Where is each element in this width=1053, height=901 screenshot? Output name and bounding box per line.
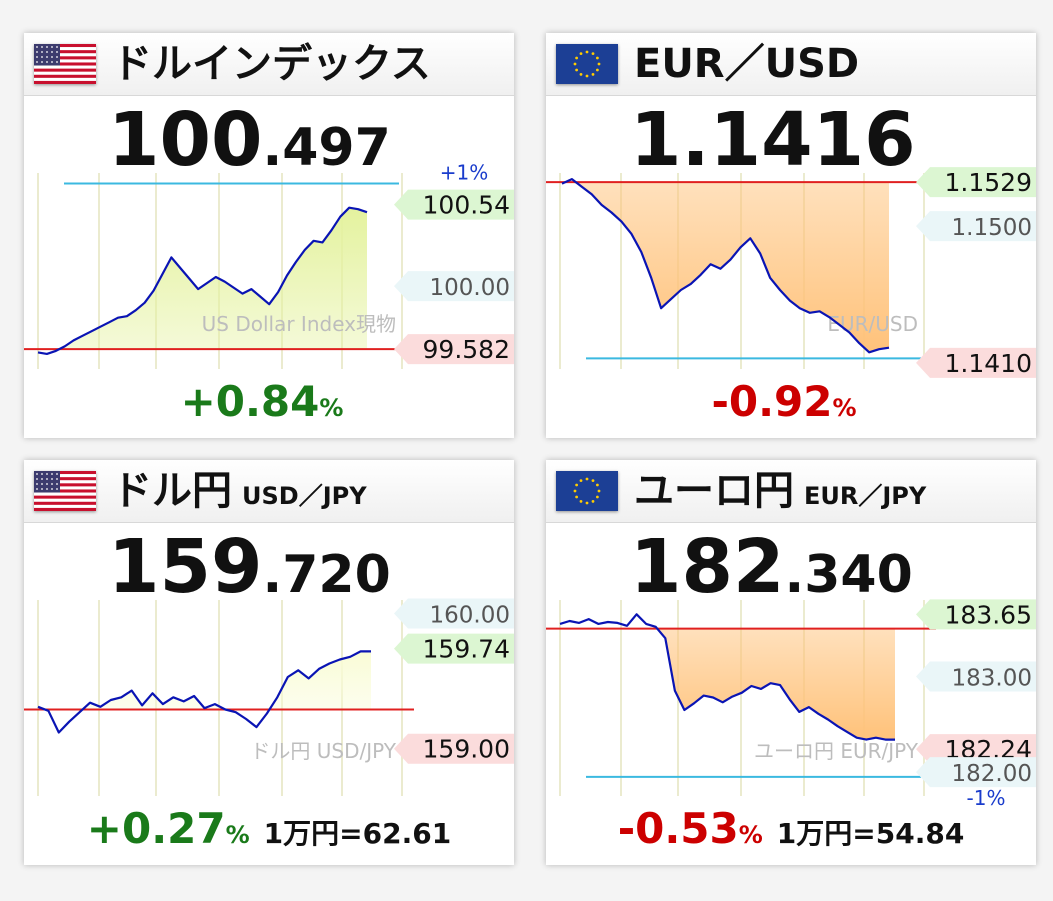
price: 159.720 xyxy=(108,524,391,610)
tick-grid-label: 182.00 xyxy=(916,757,1036,788)
change-unit: % xyxy=(832,394,857,422)
svg-text:100.54: 100.54 xyxy=(423,191,510,220)
panel-header: ドルインデックス xyxy=(24,33,514,96)
series-fill xyxy=(562,182,889,353)
us-flag-icon xyxy=(34,44,96,84)
svg-text:160.00: 160.00 xyxy=(430,603,510,629)
change-row: -0.92% xyxy=(546,377,1036,436)
svg-text:1.1410: 1.1410 xyxy=(945,349,1032,378)
panel-header: ユーロ円 EUR／JPY xyxy=(546,460,1036,523)
series-line xyxy=(561,178,890,354)
svg-text:183.65: 183.65 xyxy=(945,600,1032,629)
chart-area: US Dollar Index現物 +1% 100.54 100.00 99.582 xyxy=(24,161,514,369)
tick-high-label: 159.74 xyxy=(394,633,514,664)
svg-text:159.74: 159.74 xyxy=(423,635,510,664)
svg-text:1.1500: 1.1500 xyxy=(952,215,1032,241)
price: 182.340 xyxy=(630,524,913,610)
watermark-label: ユーロ円 EUR/JPY xyxy=(754,739,919,763)
svg-text:100.00: 100.00 xyxy=(430,275,510,301)
panel-title: ドル円 USD／JPY xyxy=(112,468,367,514)
change-unit: % xyxy=(319,394,344,422)
tick-grid-label: 1.1500 xyxy=(916,211,1036,242)
panel-title: ドルインデックス xyxy=(112,41,431,87)
svg-text:1.1529: 1.1529 xyxy=(945,168,1032,197)
series-line xyxy=(37,206,368,355)
tick-grid-label: 160.00 xyxy=(394,598,514,629)
watermark-label: EUR/USD xyxy=(827,312,918,336)
series-fill xyxy=(560,628,895,740)
watermark-label: ドル円 USD/JPY xyxy=(250,739,396,763)
eu-flag-icon xyxy=(556,471,618,511)
tick-high-label: 100.54 xyxy=(394,189,514,220)
panel-header: EUR／USD xyxy=(546,33,1036,96)
price: 1.1416 xyxy=(630,97,916,183)
panel-title: EUR／USD xyxy=(634,41,860,87)
panel-dollar-index[interactable]: ドルインデックス 100.497 US Dollar Index現物 +1% 100… xyxy=(24,33,514,438)
tick-high-label: 1.1529 xyxy=(916,167,1036,198)
chart-area: EUR/USD 1.1529 1.1500 1.1410 xyxy=(546,167,1036,378)
us-flag-icon xyxy=(34,471,96,511)
panel-title: ユーロ円 EUR／JPY xyxy=(634,468,927,514)
panel-eur-usd[interactable]: EUR／USD 1.1416 EUR/USD 1.1529 1.1500 1.1410… xyxy=(546,33,1036,438)
tick-low-label: 1.1410 xyxy=(916,347,1036,378)
price: 100.497 xyxy=(108,97,391,183)
panel-eur-jpy[interactable]: ユーロ円 EUR／JPY 182.340 ユーロ円 EUR/JPY -1% 183.6… xyxy=(546,460,1036,865)
tick-low-label: 159.00 xyxy=(394,733,514,764)
series-line xyxy=(37,650,371,734)
tick-grid-label: 100.00 xyxy=(394,271,514,302)
series-line xyxy=(559,613,895,741)
extra-text: 1万円=54.84 xyxy=(776,817,965,850)
tick-low-label: 99.582 xyxy=(394,334,514,365)
extra-text: 1万円=62.61 xyxy=(263,817,452,850)
change-unit: % xyxy=(225,821,250,849)
eu-flag-icon xyxy=(556,44,618,84)
change-value: -0.92 xyxy=(711,377,833,426)
change-value: +0.84 xyxy=(180,377,320,426)
panel-usd-jpy[interactable]: ドル円 USD／JPY 159.720 ドル円 USD/JPY 160.00 159.… xyxy=(24,460,514,865)
percent-label: -1% xyxy=(967,786,1006,810)
svg-text:182.00: 182.00 xyxy=(952,761,1032,787)
panel-header: ドル円 USD／JPY xyxy=(24,460,514,523)
watermark-label: US Dollar Index現物 xyxy=(202,312,396,336)
percent-label: +1% xyxy=(440,161,489,185)
change-unit: % xyxy=(738,821,763,849)
svg-text:99.582: 99.582 xyxy=(423,335,510,364)
change-row: +0.27% 1万円=62.61 xyxy=(24,804,514,863)
series-fill xyxy=(38,207,367,350)
tick-high-label: 183.65 xyxy=(916,599,1036,630)
tick-grid-label: 183.00 xyxy=(916,661,1036,692)
change-row: -0.53% 1万円=54.84 xyxy=(546,804,1036,863)
series-fill xyxy=(38,651,371,710)
chart-area: ドル円 USD/JPY 160.00 159.74 159.00 xyxy=(24,598,514,796)
change-row: +0.84% xyxy=(24,377,514,436)
change-value: +0.27 xyxy=(86,804,226,853)
change-value: -0.53 xyxy=(617,804,739,853)
svg-text:159.00: 159.00 xyxy=(423,735,510,764)
svg-text:183.00: 183.00 xyxy=(952,665,1032,691)
